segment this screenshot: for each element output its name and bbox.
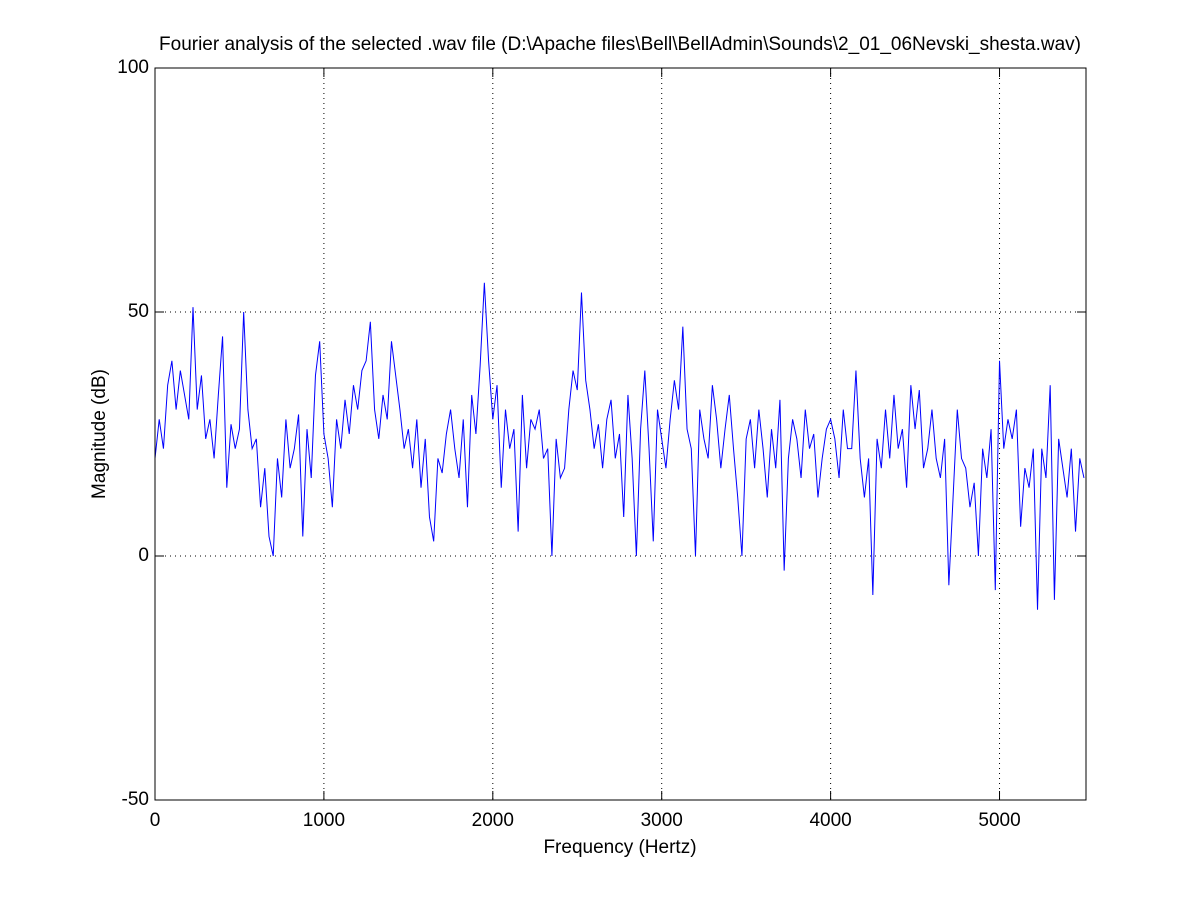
x-axis-label: Frequency (Hertz) bbox=[543, 837, 696, 858]
spectrum-line bbox=[154, 282, 1085, 610]
plot-frame bbox=[154, 67, 1087, 801]
x-tick-label: 4000 bbox=[809, 810, 851, 831]
y-tick-label: 100 bbox=[117, 57, 149, 78]
chart-title: Fourier analysis of the selected .wav fi… bbox=[159, 34, 1081, 55]
x-tick-label: 5000 bbox=[978, 810, 1020, 831]
y-tick-label: 50 bbox=[128, 301, 149, 322]
y-axis-label: Magnitude (dB) bbox=[89, 369, 110, 499]
x-tick-label: 0 bbox=[150, 810, 161, 831]
y-tick-label: -50 bbox=[122, 789, 149, 810]
x-tick-label: 1000 bbox=[303, 810, 345, 831]
x-tick-label: 2000 bbox=[472, 810, 514, 831]
x-tick-label: 3000 bbox=[641, 810, 683, 831]
y-tick-label: 0 bbox=[138, 545, 149, 566]
